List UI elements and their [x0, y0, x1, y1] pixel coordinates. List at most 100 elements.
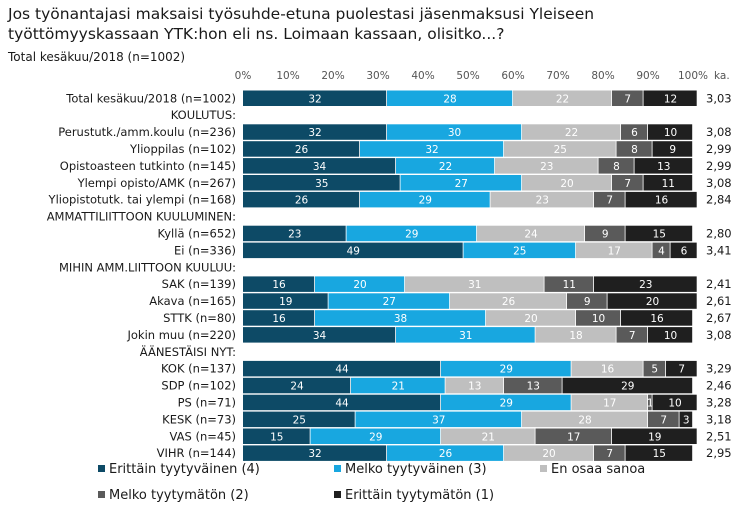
data-label: 10 — [668, 397, 681, 409]
data-label: 7 — [606, 448, 613, 460]
row-label: Opistoasteen tutkinto (n=145) — [60, 159, 236, 173]
data-label: 10 — [592, 313, 605, 325]
data-label: 16 — [650, 313, 664, 325]
bar-segment — [652, 394, 697, 411]
data-label: 32 — [308, 127, 321, 139]
bar-segment — [504, 377, 562, 394]
x-tick-label: 30% — [366, 70, 389, 82]
data-label: 9 — [584, 296, 591, 308]
row-label: Ei (n=336) — [174, 243, 236, 257]
bar-segment — [351, 377, 445, 394]
data-label: 29 — [621, 381, 634, 393]
row-label: Ylempi opisto/AMK (n=267) — [77, 176, 236, 190]
data-label: 29 — [500, 397, 513, 409]
data-label: 37 — [432, 414, 445, 426]
bar-segment — [652, 242, 670, 259]
bar-segment — [243, 175, 400, 191]
bar-segment — [616, 327, 648, 343]
data-label: 23 — [639, 279, 652, 291]
mean-value: 3,18 — [706, 412, 732, 426]
group-header-label: MIHIN AMM.LIITTOON KUULUU: — [59, 260, 236, 274]
row-label: Perustutk./amm.koulu (n=236) — [58, 125, 236, 139]
bar-segment — [387, 445, 504, 461]
bar-segment — [643, 175, 693, 191]
bar-segment — [441, 394, 571, 411]
row-label: Yliopistotutk. tai ylempi (n=168) — [48, 193, 236, 207]
bar-segment — [315, 310, 486, 326]
bar-segment — [607, 293, 697, 309]
data-label: 31 — [459, 330, 472, 342]
data-label: 1 — [647, 397, 654, 409]
bar-segment — [522, 175, 612, 191]
data-label: 29 — [405, 228, 418, 240]
data-label: 44 — [335, 397, 349, 409]
row-label: SDP (n=102) — [161, 379, 236, 393]
data-label: 8 — [613, 161, 620, 173]
data-label: 16 — [272, 279, 286, 291]
bar-segment — [598, 158, 634, 174]
x-tick-label: 70% — [546, 70, 569, 82]
bar-segment — [346, 225, 477, 242]
mean-value: 2,46 — [706, 379, 732, 393]
data-label: 4 — [658, 245, 665, 257]
data-label: 32 — [425, 144, 438, 156]
row-label: Total kesäkuu/2018 (n=1002) — [65, 91, 236, 105]
data-label: 20 — [646, 296, 659, 308]
bar-segment — [625, 445, 693, 461]
mean-value: 2,95 — [706, 446, 732, 460]
bar-segment — [243, 411, 355, 428]
legend-swatch — [98, 491, 105, 498]
bar-segment — [648, 124, 693, 140]
bar-segment — [648, 327, 693, 343]
bar-segment — [612, 90, 643, 106]
bar-segment — [544, 276, 594, 292]
data-label: 24 — [290, 381, 304, 393]
data-label: 17 — [567, 431, 580, 443]
data-label: 9 — [669, 144, 676, 156]
bar-segment — [477, 225, 585, 242]
legend-label: Melko tyytyväinen (3) — [345, 462, 487, 477]
bar-segment — [670, 242, 697, 259]
bar-segment — [243, 428, 310, 444]
data-label: 30 — [448, 127, 461, 139]
bar-segment — [315, 276, 405, 292]
data-label: 6 — [681, 245, 688, 257]
data-label: 9 — [602, 228, 609, 240]
bar-segment — [243, 310, 315, 326]
bar-segment — [243, 445, 387, 461]
bar-segment — [243, 360, 441, 377]
bar-segment — [634, 158, 693, 174]
data-label: 8 — [631, 144, 638, 156]
x-tick-label: 20% — [321, 70, 344, 82]
data-label: 19 — [648, 431, 661, 443]
data-label: 18 — [569, 330, 582, 342]
bar-segment — [463, 242, 576, 259]
bar-segment — [243, 141, 360, 157]
data-label: 23 — [540, 161, 553, 173]
bar-segment — [612, 175, 643, 191]
data-label: 23 — [288, 228, 301, 240]
bar-segment — [643, 90, 697, 106]
data-label: 22 — [439, 161, 452, 173]
bar-segment — [400, 175, 522, 191]
mean-value: 3,08 — [706, 125, 732, 139]
legend-swatch — [334, 491, 341, 498]
data-label: 22 — [565, 127, 578, 139]
data-label: 24 — [524, 228, 538, 240]
data-label: 15 — [653, 448, 666, 460]
data-label: 26 — [295, 195, 309, 207]
data-label: 49 — [347, 245, 360, 257]
bar-segment — [328, 293, 450, 309]
data-label: 11 — [563, 279, 576, 291]
bar-segment — [243, 276, 315, 292]
bar-segment — [490, 191, 594, 208]
x-tick-label: 60% — [501, 70, 524, 82]
bar-segment — [486, 310, 576, 326]
data-label: 7 — [678, 364, 685, 376]
mean-value: 2,84 — [706, 193, 732, 207]
x-tick-label: 90% — [636, 70, 659, 82]
data-label: 44 — [335, 364, 349, 376]
bar-segment — [243, 293, 328, 309]
data-label: 23 — [536, 195, 549, 207]
bar-segment — [310, 428, 441, 444]
